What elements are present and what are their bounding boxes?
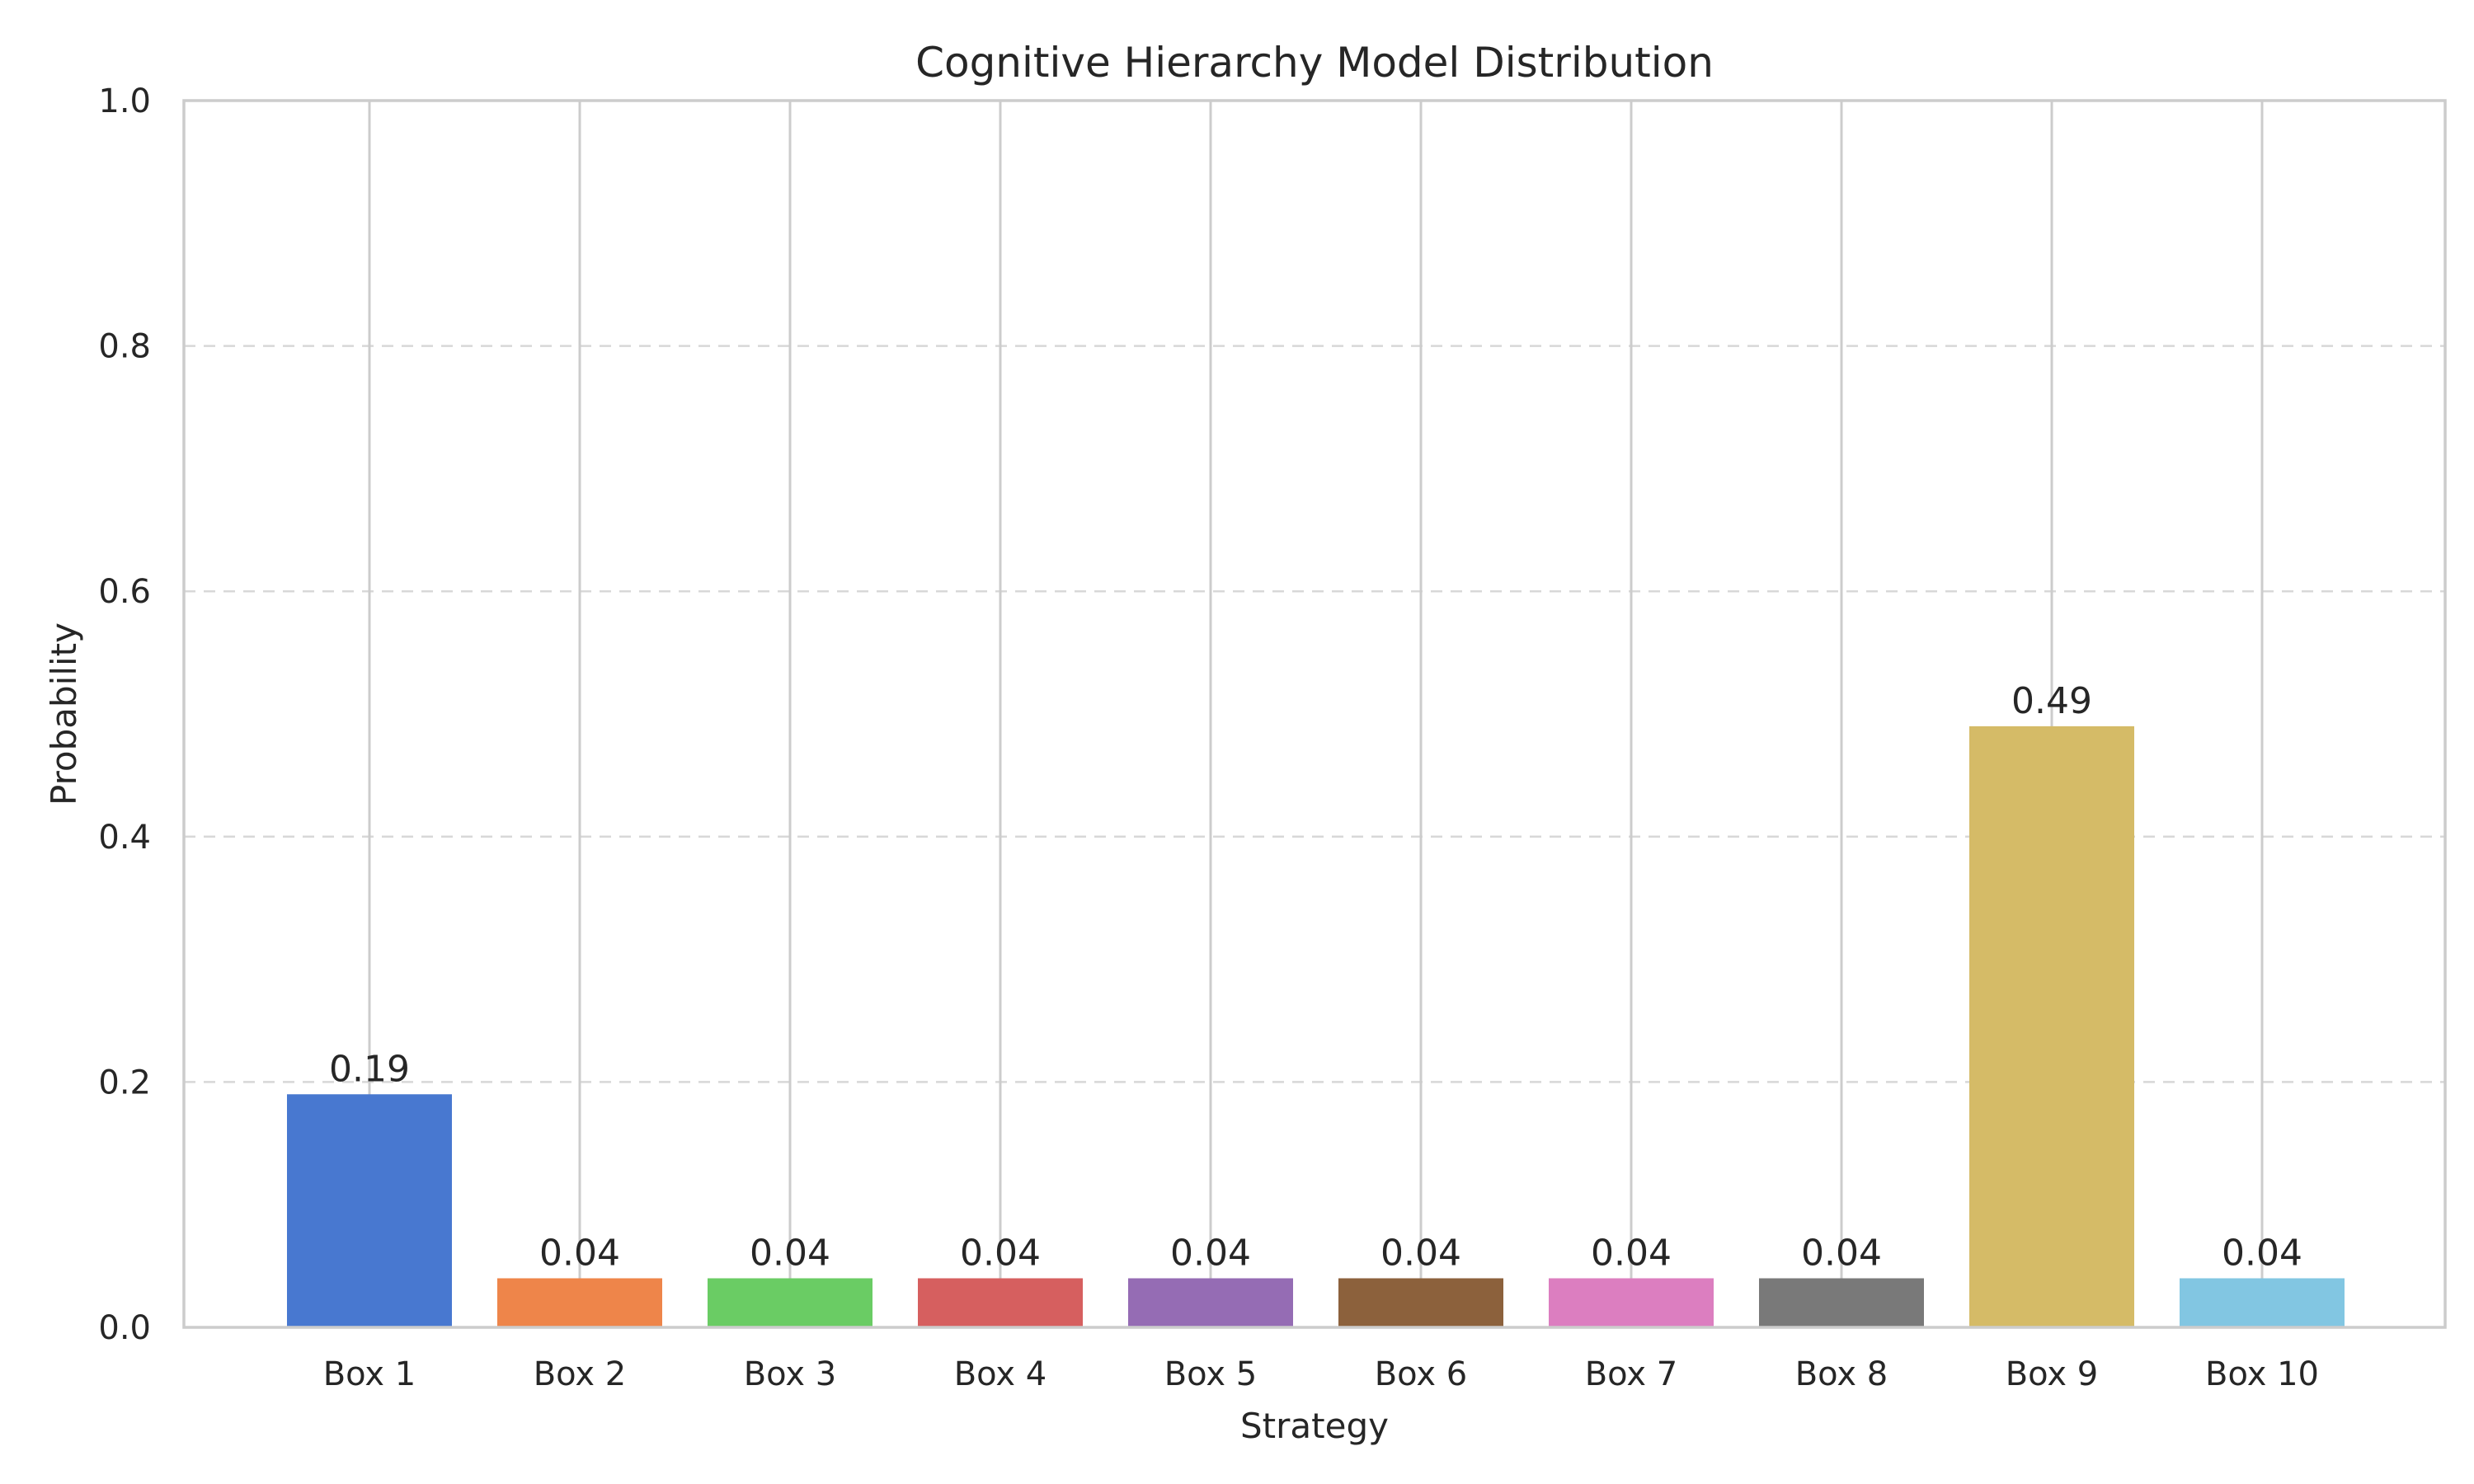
x-tick-label: Box 3	[744, 1355, 837, 1393]
bar-value-label: 0.19	[329, 1048, 410, 1090]
bar	[1969, 726, 2134, 1327]
bar-value-label: 0.04	[960, 1232, 1041, 1274]
x-axis-label: Strategy	[1240, 1406, 1389, 1446]
y-tick-label: 0.0	[98, 1309, 151, 1347]
bar	[1759, 1278, 1924, 1327]
x-tick-label: Box 6	[1375, 1355, 1468, 1393]
bar	[1128, 1278, 1293, 1327]
x-tick-label: Box 10	[2205, 1355, 2319, 1393]
x-tick-label: Box 5	[1164, 1355, 1258, 1393]
bar	[1338, 1278, 1503, 1327]
bar-value-label: 0.04	[1591, 1232, 1672, 1274]
bar	[918, 1278, 1083, 1327]
x-tick-label: Box 8	[1795, 1355, 1888, 1393]
y-tick-label: 0.2	[98, 1064, 151, 1101]
bar-value-label: 0.04	[1170, 1232, 1251, 1274]
bar	[1549, 1278, 1714, 1327]
x-tick-label: Box 1	[323, 1355, 416, 1393]
x-axis-ticks: Box 1 Box 2 Box 3 Box 4 Box 5 Box 6 Box 7 Box 8…	[323, 1355, 2319, 1393]
bar	[2180, 1278, 2345, 1327]
x-tick-label: Box 7	[1585, 1355, 1678, 1393]
bar	[708, 1278, 872, 1327]
chart-title: Cognitive Hierarchy Model Distribution	[915, 39, 1714, 87]
y-tick-label: 0.4	[98, 819, 151, 857]
x-tick-label: Box 2	[534, 1355, 627, 1393]
x-tick-label: Box 9	[2006, 1355, 2099, 1393]
bar-value-label: 0.04	[1380, 1232, 1461, 1274]
x-tick-label: Box 4	[954, 1355, 1047, 1393]
y-tick-label: 1.0	[98, 82, 151, 120]
bar-value-label: 0.49	[2011, 680, 2092, 722]
plot-frame	[182, 99, 2447, 1329]
bars	[287, 726, 2345, 1327]
value-labels: 0.19 0.04 0.04 0.04 0.04 0.04 0.04 0.04 0.49 0.04	[329, 680, 2302, 1275]
y-axis-ticks: 0.0 0.2 0.4 0.6 0.8 1.0	[98, 82, 151, 1347]
bar-value-label: 0.04	[1801, 1232, 1882, 1274]
y-tick-label: 0.6	[98, 573, 151, 611]
bar-value-label: 0.04	[539, 1232, 620, 1274]
y-axis-label: Probability	[44, 622, 84, 805]
y-tick-label: 0.8	[98, 328, 151, 366]
bar-value-label: 0.04	[750, 1232, 830, 1274]
bar	[287, 1094, 452, 1327]
bar-value-label: 0.04	[2222, 1232, 2302, 1274]
bar	[497, 1278, 662, 1327]
